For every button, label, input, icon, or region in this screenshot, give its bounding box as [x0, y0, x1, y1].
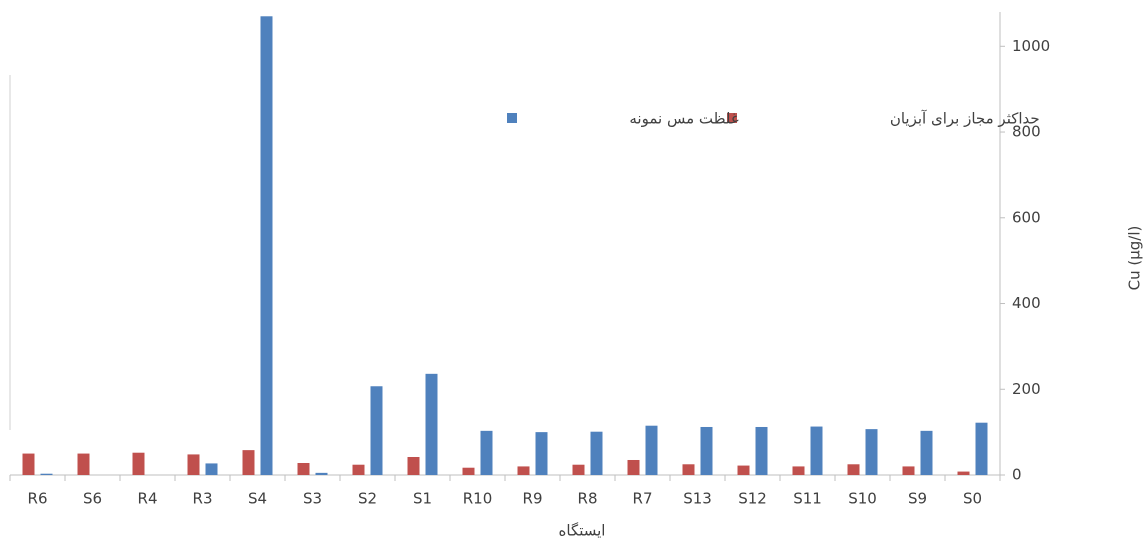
- bar: [737, 465, 750, 475]
- y-tick-label: 0: [1012, 466, 1022, 484]
- x-tick-label: R6: [28, 490, 48, 508]
- x-tick-label: R3: [193, 490, 213, 508]
- bar: [297, 462, 310, 475]
- y-tick-label: 1000: [1012, 37, 1050, 55]
- bar: [462, 467, 475, 475]
- x-tick-label: S10: [848, 490, 877, 508]
- x-tick-label: S6: [83, 490, 102, 508]
- bar: [480, 430, 493, 475]
- bar: [132, 452, 145, 475]
- bar: [847, 464, 860, 475]
- x-tick-label: S2: [358, 490, 377, 508]
- x-tick-label: S4: [248, 490, 267, 508]
- x-tick-label: S1: [413, 490, 432, 508]
- bar: [370, 386, 383, 475]
- x-tick-label: R7: [633, 490, 653, 508]
- y-tick-label: 600: [1012, 208, 1041, 226]
- bar: [187, 454, 200, 475]
- bar: [407, 456, 420, 475]
- bar: [920, 430, 933, 475]
- bar: [77, 453, 90, 475]
- bar: [810, 426, 823, 475]
- y-tick-label: 200: [1012, 380, 1041, 398]
- bar: [242, 450, 255, 475]
- y-tick-label: 800: [1012, 123, 1041, 141]
- bar: [40, 473, 53, 475]
- bar: [22, 453, 35, 475]
- y-axis-title: Cu (µg/l): [1126, 226, 1144, 291]
- x-tick-label: S12: [738, 490, 767, 508]
- x-tick-label: R9: [523, 490, 543, 508]
- legend-swatch: [507, 113, 517, 123]
- bar: [627, 459, 640, 475]
- bar: [700, 426, 713, 475]
- legend-label: غلظت مس نمونه: [629, 110, 739, 128]
- x-tick-label: S0: [963, 490, 982, 508]
- bar: [590, 431, 603, 475]
- bar: [425, 373, 438, 475]
- bar: [957, 471, 970, 475]
- bar: [792, 466, 805, 475]
- y-tick-label: 400: [1012, 294, 1041, 312]
- legend-label: حداکثر مجاز برای آبزیان: [890, 110, 1040, 128]
- bar: [755, 426, 768, 475]
- bar: [975, 422, 988, 475]
- bar: [352, 464, 365, 475]
- bar: [572, 464, 585, 475]
- x-tick-label: S13: [683, 490, 712, 508]
- legend-swatch: [727, 113, 737, 123]
- x-tick-label: R10: [463, 490, 493, 508]
- bar: [682, 464, 695, 475]
- bar: [260, 16, 273, 475]
- x-axis-title: ایستگاه: [559, 522, 606, 540]
- bar: [315, 472, 328, 475]
- bar: [645, 425, 658, 475]
- x-tick-label: S3: [303, 490, 322, 508]
- x-tick-label: R8: [578, 490, 598, 508]
- bar: [902, 466, 915, 475]
- bar: [535, 432, 548, 475]
- x-tick-label: R4: [138, 490, 158, 508]
- x-tick-label: S11: [793, 490, 822, 508]
- x-tick-label: S9: [908, 490, 927, 508]
- bar: [865, 429, 878, 475]
- bar: [517, 466, 530, 475]
- bar: [205, 463, 218, 475]
